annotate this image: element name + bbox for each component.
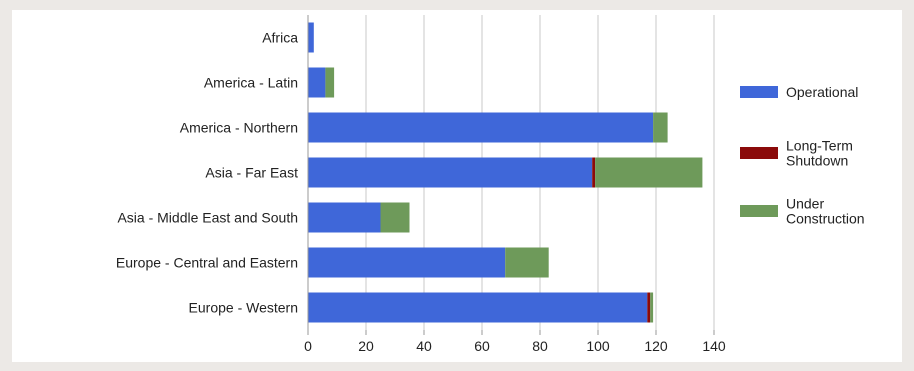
legend-swatch <box>740 205 778 217</box>
bars <box>308 22 703 323</box>
x-tick-label-120: 120 <box>644 338 668 354</box>
bar-europe-western-operational <box>308 292 648 323</box>
legend-swatch <box>740 86 778 98</box>
bar-asia-middle-east-and-south-operational <box>308 202 381 233</box>
legend-label-under: Under <box>786 196 824 212</box>
bar-africa-operational <box>308 22 314 53</box>
legend-label-long-term: Long-Term <box>786 138 853 154</box>
legend-swatch <box>740 147 778 159</box>
category-label-europe-central-and-eastern: Europe - Central and Eastern <box>116 255 298 271</box>
category-labels: Africa America - Latin America - Northern A… <box>116 30 298 316</box>
bar-america-northern-operational <box>308 112 654 143</box>
bar-europe-western-long-term-shutdown <box>647 292 651 323</box>
category-label-africa: Africa <box>262 30 298 46</box>
category-label-america-latin: America - Latin <box>204 75 298 91</box>
legend-label-operational: Operational <box>786 84 858 100</box>
x-tick-labels: 0 20 40 60 80 100 120 140 <box>304 338 726 354</box>
chart-panel: Africa America - Latin America - Northern A… <box>12 10 902 362</box>
x-tick-label-60: 60 <box>474 338 490 354</box>
x-tick-label-80: 80 <box>532 338 548 354</box>
bar-asia-far-east-under-construction <box>595 157 703 188</box>
bar-asia-middle-east-and-south-under-construction <box>380 202 410 233</box>
x-tick-label-0: 0 <box>304 338 312 354</box>
bar-asia-far-east-operational <box>308 157 593 188</box>
category-label-america-northern: America - Northern <box>180 120 298 136</box>
bar-europe-central-and-eastern-under-construction <box>505 247 549 278</box>
axes <box>307 15 715 335</box>
category-label-asia-far-east: Asia - Far East <box>205 165 298 181</box>
bar-asia-far-east-long-term-shutdown <box>592 157 596 188</box>
x-tick-label-140: 140 <box>702 338 726 354</box>
x-tick-label-20: 20 <box>358 338 374 354</box>
stacked-bar-chart: Africa America - Latin America - Northern A… <box>116 15 865 354</box>
x-tick-label-40: 40 <box>416 338 432 354</box>
legend-label-construction: Construction <box>786 211 865 227</box>
bar-america-latin-under-construction <box>325 67 335 98</box>
bar-america-northern-under-construction <box>653 112 668 143</box>
category-label-asia-middle-east-and-south: Asia - Middle East and South <box>117 210 298 226</box>
legend-label-shutdown: Shutdown <box>786 153 848 169</box>
legend-item-operational: Operational <box>740 84 858 100</box>
x-tick-label-100: 100 <box>586 338 610 354</box>
bar-europe-western-under-construction <box>650 292 654 323</box>
bar-europe-central-and-eastern-operational <box>308 247 506 278</box>
bar-america-latin-operational <box>308 67 326 98</box>
category-label-europe-western: Europe - Western <box>189 300 298 316</box>
